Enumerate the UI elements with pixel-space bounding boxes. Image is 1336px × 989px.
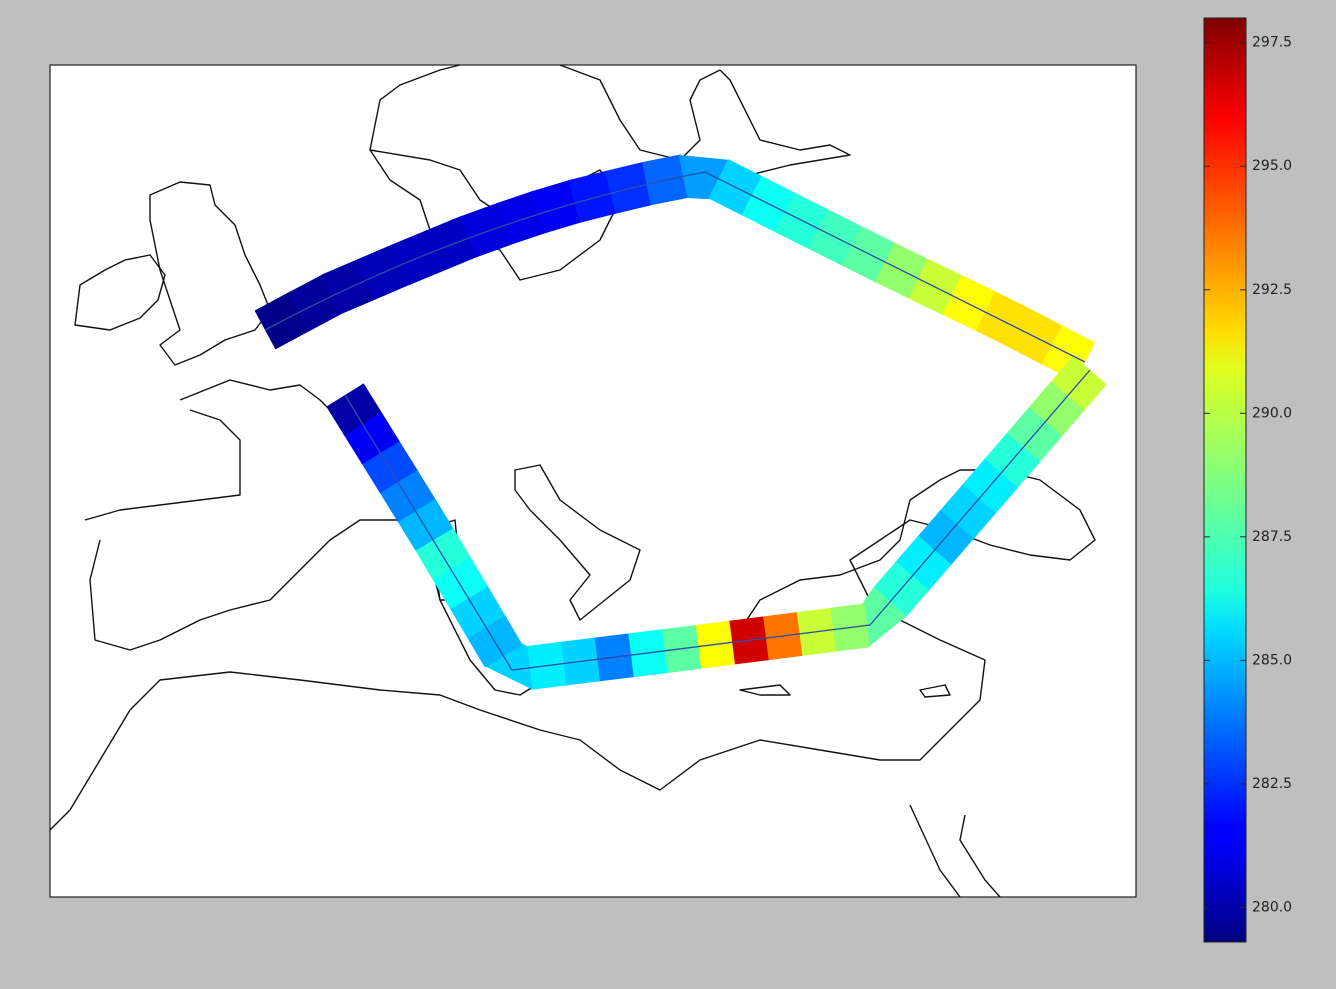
- colorbar-tick-label: 292.5: [1252, 282, 1292, 298]
- swath-segment: [414, 526, 471, 580]
- colorbar-tick-label: 287.5: [1252, 529, 1292, 545]
- colorbar-tick-label: 297.5: [1252, 35, 1292, 51]
- swath-segment: [568, 170, 618, 223]
- swath-segment: [483, 643, 533, 690]
- swath-segment: [425, 215, 479, 272]
- swath-segment: [361, 439, 418, 494]
- colorbar-ticks: 280.0 282.5 285.0 287.5 290.0 292.5 295.0 297.5: [1204, 35, 1292, 915]
- track-line: [264, 171, 1091, 671]
- colorbar-tick-label: 290.0: [1252, 405, 1292, 421]
- swath-segment: [378, 468, 436, 523]
- colorbar-tick-label: 295.0: [1252, 158, 1292, 174]
- colorbar-tick-label: 285.0: [1252, 652, 1292, 668]
- swath-segment: [459, 202, 513, 258]
- swath-segment: [862, 587, 907, 648]
- swath-segment: [678, 154, 730, 200]
- swath-segment: [604, 161, 653, 214]
- swath-segment: [431, 555, 489, 610]
- swath-segment: [449, 584, 506, 639]
- swath-segment: [287, 273, 342, 332]
- swath-segment: [531, 179, 582, 234]
- colorbar-tick-label: 280.0: [1252, 899, 1292, 915]
- colorbar: [1203, 17, 1247, 943]
- swath-segment: [496, 190, 548, 246]
- colorbar-tick-label: 282.5: [1252, 776, 1292, 792]
- swath-segment: [396, 497, 454, 551]
